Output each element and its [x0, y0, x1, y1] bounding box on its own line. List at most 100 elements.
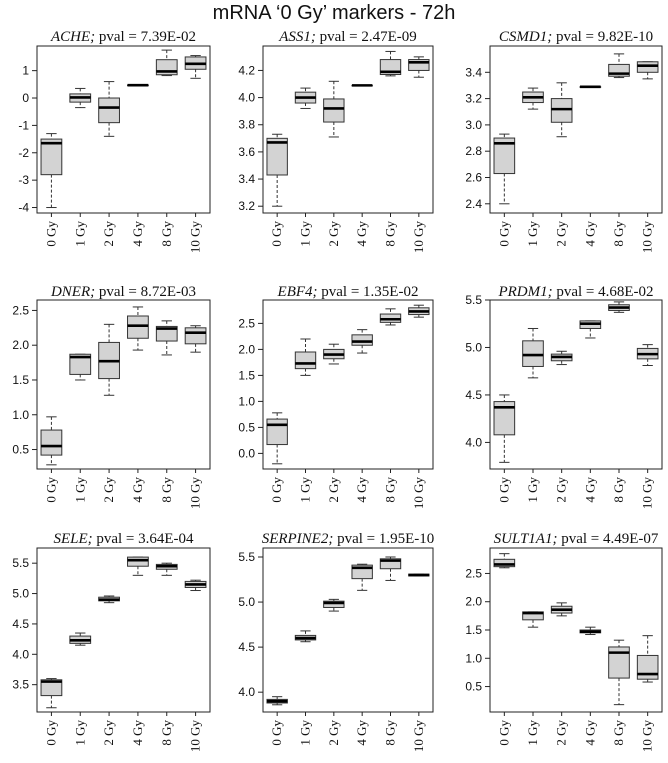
- y-tick-label: 3.8: [238, 118, 255, 132]
- box-4-gy: [127, 306, 149, 351]
- x-tick-label: 4 Gy: [582, 720, 597, 746]
- y-tick-label: 5.0: [238, 595, 255, 609]
- y-tick-label: 5.5: [12, 556, 29, 570]
- y-tick-label: 0.5: [238, 420, 255, 434]
- y-tick-label: 3.2: [465, 92, 482, 106]
- box-0-gy: [40, 678, 63, 709]
- x-tick-label: 10 Gy: [640, 221, 655, 254]
- y-tick-label: 2.0: [465, 595, 482, 609]
- x-tick-label: 4 Gy: [130, 221, 145, 247]
- box-2-gy: [323, 80, 345, 138]
- box-8-gy: [155, 49, 178, 77]
- pval-label: pval = 2.47E-09: [316, 29, 417, 45]
- y-tick-label: 3.4: [465, 65, 482, 79]
- y-tick-label: 2.0: [12, 338, 29, 352]
- x-tick-label: 8 Gy: [611, 221, 626, 247]
- box-8-gy: [155, 320, 178, 356]
- box-4-gy: [127, 556, 149, 576]
- iqr-box: [608, 646, 630, 679]
- box-10-gy: [184, 55, 207, 79]
- x-tick-label: 1 Gy: [298, 221, 313, 247]
- box-10-gy: [408, 56, 430, 78]
- x-tick-label: 2 Gy: [554, 477, 569, 503]
- iqr-box: [608, 63, 630, 77]
- y-tick-label: 5.5: [238, 550, 255, 564]
- iqr-box: [127, 556, 149, 567]
- gene-name: SERPINE2;: [262, 531, 334, 547]
- box-1-gy: [69, 353, 92, 381]
- x-tick-label: 8 Gy: [611, 720, 626, 746]
- panel-7: SERPINE2; pval = 1.95E-10 4.0 4.5 5.0 5.5 0 G…: [238, 531, 434, 752]
- box-0-gy: [266, 412, 288, 465]
- y-tick-label: 2.5: [238, 316, 255, 330]
- panel-title: PRDM1; pval = 4.68E-02: [497, 284, 653, 300]
- x-tick-label: 10 Gy: [640, 720, 655, 753]
- panel-title: EBF4; pval = 1.35E-02: [277, 284, 419, 300]
- plot-frame: [489, 299, 663, 470]
- box-2-gy: [550, 602, 573, 617]
- pval-label: pval = 3.64E-04: [93, 531, 194, 547]
- y-tick-label: 1.0: [465, 651, 482, 665]
- panel-3: DNER; pval = 8.72E-03 0.5 1.0 1.5 2.0 2.5 0 Gy…: [12, 284, 211, 509]
- box-1-gy: [294, 630, 317, 643]
- x-tick-label: 1 Gy: [525, 720, 540, 746]
- x-tick-label: 1 Gy: [298, 477, 313, 503]
- box-0-gy: [40, 133, 63, 209]
- box-8-gy: [608, 301, 630, 313]
- iqr-box: [40, 429, 63, 456]
- x-tick-label: 8 Gy: [383, 720, 398, 746]
- x-tick-label: 1 Gy: [298, 720, 313, 746]
- y-tick-label: -3: [18, 173, 29, 187]
- iqr-box: [636, 654, 659, 680]
- y-tick-label: 0.5: [12, 443, 29, 457]
- y-tick-label: 3.4: [238, 172, 255, 186]
- box-2-gy: [98, 595, 120, 604]
- box-4-gy: [579, 320, 602, 339]
- box-2-gy: [550, 350, 573, 366]
- box-10-gy: [636, 635, 659, 683]
- gene-name: SULT1A1;: [494, 531, 558, 547]
- y-tick-label: 2.4: [465, 197, 482, 211]
- box-1-gy: [522, 327, 544, 379]
- x-tick-label: 0 Gy: [269, 720, 284, 746]
- x-tick-label: 4 Gy: [582, 221, 597, 247]
- gene-name: ACHE;: [50, 29, 95, 45]
- x-tick-label: 0 Gy: [496, 720, 511, 746]
- iqr-box: [266, 137, 288, 176]
- y-tick-label: 3.6: [238, 145, 255, 159]
- y-tick-label: 4.0: [12, 647, 29, 661]
- y-tick-label: 2.6: [465, 170, 482, 184]
- iqr-box: [155, 325, 178, 342]
- box-8-gy: [379, 50, 402, 77]
- panel-5: PRDM1; pval = 4.68E-02 4.0 4.5 5.0 5.5 0 Gy 1 …: [465, 284, 663, 509]
- iqr-box: [266, 418, 288, 446]
- box-1-gy: [522, 611, 544, 628]
- box-2-gy: [98, 323, 120, 396]
- iqr-box: [493, 137, 516, 175]
- panel-title: DNER; pval = 8.72E-03: [50, 284, 196, 300]
- y-tick-label: 4.0: [238, 91, 255, 105]
- y-tick-label: 1.0: [238, 394, 255, 408]
- panel-title: CSMD1; pval = 9.82E-10: [499, 29, 653, 45]
- x-tick-label: 10 Gy: [411, 221, 426, 254]
- x-tick-label: 0 Gy: [496, 221, 511, 247]
- pval-label: pval = 1.35E-02: [318, 284, 419, 300]
- x-tick-label: 2 Gy: [101, 221, 116, 247]
- box-1-gy: [69, 87, 92, 109]
- box-8-gy: [155, 562, 178, 576]
- figure-title: mRNA ‘0 Gy’ markers - 72h: [212, 2, 456, 24]
- x-tick-label: 2 Gy: [554, 720, 569, 746]
- y-tick-label: -2: [18, 146, 29, 160]
- iqr-box: [636, 61, 659, 73]
- panel-6: SELE; pval = 3.64E-04 3.5 4.0 4.5 5.0 5.5 0 Gy…: [12, 531, 211, 752]
- plot-frame: [36, 45, 211, 214]
- plot-frame: [262, 45, 434, 214]
- gene-name: EBF4;: [277, 284, 318, 300]
- y-tick-label: 4.5: [465, 388, 482, 402]
- y-tick-label: -4: [18, 201, 29, 215]
- x-tick-label: 1 Gy: [525, 221, 540, 247]
- gene-name: SELE;: [53, 531, 92, 547]
- x-tick-label: 8 Gy: [159, 221, 174, 247]
- y-tick-label: 5.0: [12, 587, 29, 601]
